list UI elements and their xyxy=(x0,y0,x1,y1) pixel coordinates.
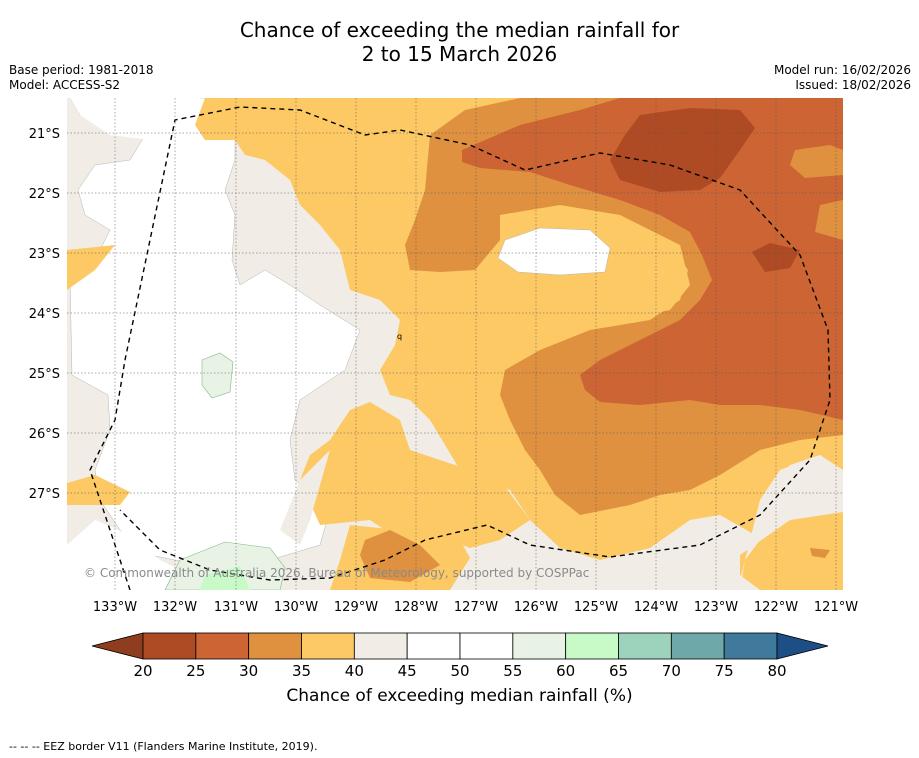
lon-label: 126°W xyxy=(514,600,558,615)
graticule xyxy=(67,98,843,590)
meta-left: Base period: 1981-2018 Model: ACCESS-S2 xyxy=(9,63,154,93)
lat-label: 24°S xyxy=(29,307,60,322)
colorbar-under-arrow xyxy=(91,632,144,660)
colorbar-segments xyxy=(142,632,778,660)
colorbar-tick-label: 25 xyxy=(186,662,205,680)
colorbar-segment xyxy=(353,632,408,660)
colorbar-segment xyxy=(512,632,567,660)
colorbar-segment xyxy=(301,632,355,660)
field-35-40-west xyxy=(67,245,115,290)
colorbar: 20 25 30 35 40 45 50 55 60 65 70 75 80 xyxy=(91,632,829,680)
lon-label: 129°W xyxy=(334,600,378,615)
colorbar-tick-label: 70 xyxy=(662,662,681,680)
colorbar-segment xyxy=(459,632,514,660)
lon-label: 133°W xyxy=(93,600,137,615)
copyright-text: © Commonwealth of Australia 2026, Bureau… xyxy=(84,566,589,580)
colorbar-tick-label: 80 xyxy=(767,662,786,680)
colorbar-tick-label: 30 xyxy=(239,662,258,680)
field-40-45-inner xyxy=(740,455,843,590)
lat-label: 26°S xyxy=(29,427,60,442)
field-25-30 xyxy=(462,98,843,420)
colorbar-over-arrow xyxy=(776,632,829,660)
lon-label: 123°W xyxy=(694,600,738,615)
map-title-line1: Chance of exceeding the median rainfall … xyxy=(239,18,680,42)
field-30-35-patch xyxy=(810,548,830,558)
colorbar-tick-label: 50 xyxy=(450,662,469,680)
lon-label: 131°W xyxy=(214,600,258,615)
lat-label: 23°S xyxy=(29,247,60,262)
map-title-line2: 2 to 15 March 2026 xyxy=(361,42,558,66)
field-20-25-a xyxy=(610,108,755,192)
colorbar-segment xyxy=(618,632,672,660)
lon-label: 121°W xyxy=(814,600,858,615)
field-30-35-east-a xyxy=(790,145,843,178)
lon-label: 125°W xyxy=(574,600,618,615)
meta-right: Model run: 16/02/2026 Issued: 18/02/2026 xyxy=(774,63,911,93)
latitude-labels: 21°S 22°S 23°S 24°S 25°S 26°S 27°S xyxy=(29,127,60,502)
probability-field: q xyxy=(67,98,843,590)
colorbar-tick-label: 65 xyxy=(609,662,628,680)
colorbar-segment xyxy=(195,632,250,660)
longitude-labels: 133°W 132°W 131°W 130°W 129°W 128°W 127°… xyxy=(93,600,858,615)
lat-label: 21°S xyxy=(29,127,60,142)
colorbar-segment xyxy=(565,632,619,660)
issued-date: Issued: 18/02/2026 xyxy=(795,78,911,92)
lat-label: 25°S xyxy=(29,367,60,382)
field-35-40-southwest xyxy=(67,475,130,505)
field-50-inner xyxy=(497,227,611,276)
model-name: Model: ACCESS-S2 xyxy=(9,78,121,92)
lat-label: 22°S xyxy=(29,187,60,202)
colorbar-tick-label: 55 xyxy=(503,662,522,680)
colorbar-ticks: 20 25 30 35 40 45 50 55 60 65 70 75 80 xyxy=(133,662,786,680)
lon-label: 132°W xyxy=(153,600,197,615)
field-50-lower xyxy=(67,520,260,590)
lon-label: 122°W xyxy=(754,600,798,615)
field-55-60-a xyxy=(201,352,234,399)
eez-footnote: -- -- -- EEZ border V11 (Flanders Marine… xyxy=(9,740,318,753)
field-40-45-south xyxy=(280,450,330,545)
colorbar-segment xyxy=(248,632,302,660)
field-50-north xyxy=(70,98,205,140)
colorbar-tick-label: 60 xyxy=(556,662,575,680)
field-20-25-b xyxy=(752,243,800,272)
colorbar-tick-label: 40 xyxy=(345,662,364,680)
colorbar-tick-label: 20 xyxy=(133,662,152,680)
colorbar-segment xyxy=(142,632,197,660)
field-30-35-south xyxy=(360,530,440,582)
colorbar-tick-label: 75 xyxy=(715,662,734,680)
lon-label: 127°W xyxy=(454,600,498,615)
small-map-mark: q xyxy=(397,332,402,341)
field-55-60-b xyxy=(164,541,286,590)
colorbar-label: Chance of exceeding median rainfall (%) xyxy=(286,686,633,706)
field-35-40-southeast xyxy=(740,510,843,590)
map-title: Chance of exceeding the median rainfall … xyxy=(0,18,919,66)
base-period: Base period: 1981-2018 xyxy=(9,63,154,77)
colorbar-segment xyxy=(406,632,461,660)
field-60-65 xyxy=(200,566,250,590)
colorbar-tick-label: 45 xyxy=(398,662,417,680)
field-35-40-south xyxy=(300,402,530,548)
colorbar-segment xyxy=(670,632,725,660)
lon-label: 124°W xyxy=(634,600,678,615)
colorbar-tick-label: 35 xyxy=(292,662,311,680)
lon-label: 128°W xyxy=(394,600,438,615)
colorbar-segment xyxy=(723,632,778,660)
model-run: Model run: 16/02/2026 xyxy=(773,63,911,77)
lat-label: 27°S xyxy=(29,487,60,502)
lon-label: 130°W xyxy=(274,600,318,615)
